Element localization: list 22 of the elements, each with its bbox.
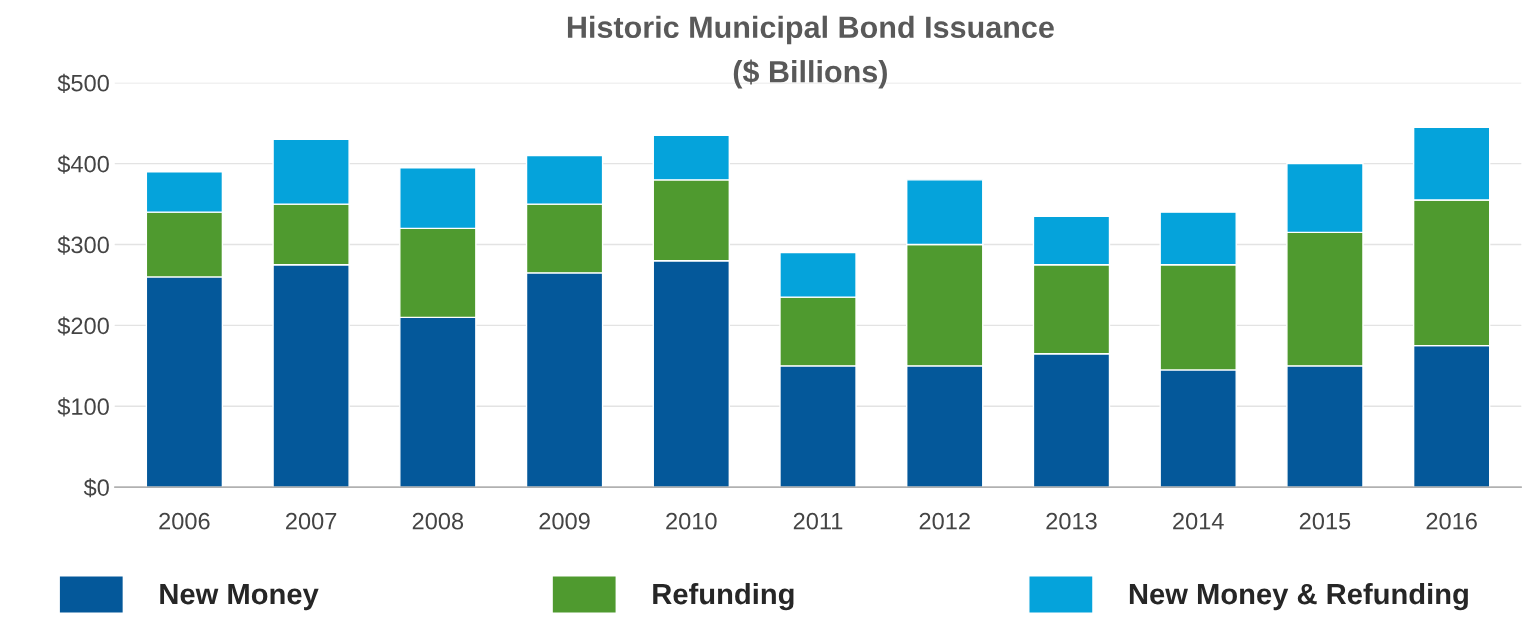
y-tick-label: $200	[57, 316, 109, 336]
y-tick-label: $100	[57, 397, 109, 417]
chart-title: Historic Municipal Bond Issuance	[567, 15, 1054, 45]
x-tick-label: 2016	[1426, 512, 1477, 530]
x-tick-label: 2008	[412, 512, 464, 530]
x-tick-label: 2006	[159, 512, 210, 530]
y-tick-label: $400	[57, 154, 109, 174]
x-tick-label: 2009	[539, 512, 590, 530]
legend-label: Refunding	[653, 582, 794, 611]
x-tick-label: 2013	[1046, 512, 1097, 530]
x-tick-label: 2012	[919, 512, 970, 530]
x-tick-label: 2014	[1173, 512, 1224, 530]
y-tick-label: $0	[83, 478, 109, 498]
x-tick-label: 2007	[286, 512, 337, 530]
legend-label: New Money & Refunding	[1129, 582, 1468, 611]
chart-subtitle: ($ Billions)	[733, 59, 887, 89]
x-tick-label: 2010	[666, 512, 717, 530]
y-tick-label: $500	[57, 73, 109, 93]
y-tick-label: $300	[57, 235, 109, 255]
x-tick-label: 2015	[1299, 512, 1351, 530]
legend-label: New Money	[160, 584, 319, 611]
x-tick-label: 2011	[793, 512, 843, 530]
